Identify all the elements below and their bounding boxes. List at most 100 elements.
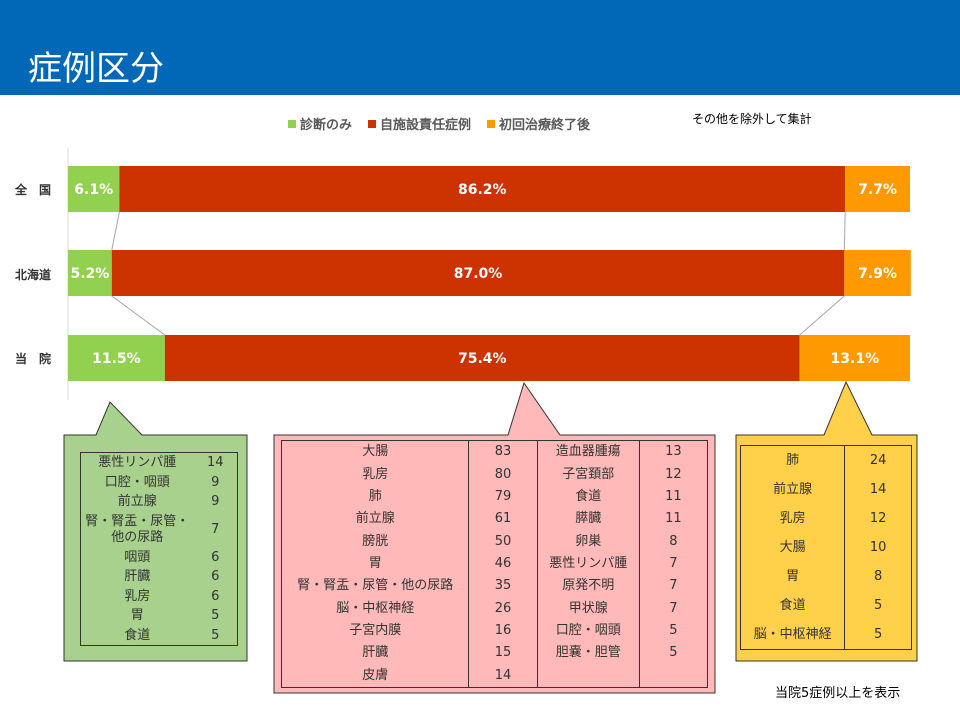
table-row: 肺 79 食道 11 [282,485,708,509]
table-cell: 5 [638,619,708,643]
bar-segment [119,166,846,212]
table-cell: 前立腺 [773,482,813,497]
table-cell: 造血器腫瘍 [536,440,640,464]
table-cell: 大腸 [779,540,806,555]
table-row: 脳・中枢神経 5 [741,620,912,650]
table-cell: 原発不明 [536,575,640,598]
table-cell: 26 [468,597,538,620]
table-cell: 7 [638,597,708,620]
table-cell: 食道 [779,598,806,613]
table-row: 悪性リンパ腫 14 [81,453,238,473]
orange-table: 肺 24 前立腺 14 乳房 12 大腸 10 胃 8 食道 5 脳・中枢神経 5 [740,445,912,650]
table-cell: 5 [638,642,708,665]
table-cell: 子宮頚部 [536,463,640,486]
note-text: その他を除外して集計 [692,112,812,126]
table-cell: 卵巣 [536,530,640,553]
data-label: 86.2% [458,182,507,198]
table-cell: 12 [638,463,708,486]
series-connector-line [111,211,120,251]
data-label: 75.4% [458,351,507,367]
table-row: 前立腺 9 [81,492,238,512]
table-cell: 膀胱 [362,533,389,549]
table-cell: 大腸 [362,444,389,460]
table-cell: 腎・腎盂・尿管・他の尿路 [297,578,454,594]
bar-segment [799,335,910,381]
table-cell: 8 [638,530,708,553]
table-cell: 7 [638,575,708,598]
table-row: 大腸 10 [741,533,912,562]
table-row: 前立腺 14 [741,475,912,504]
table-cell: 11 [638,508,708,531]
table-cell: 61 [468,508,538,531]
category-label: 当 院 [14,352,51,366]
table-cell: 12 [844,504,912,533]
table-cell: 甲状腺 [536,597,640,620]
series-connector-line [799,295,845,336]
table-row: 腎・腎盂・尿管・他の尿路 35 原発不明 7 [282,575,708,598]
pink-table: 大腸 83 造血器腫瘍 13 乳房 80 子宮頚部 12 肺 79 食道 11 前立腺 61 膵臓 11 膀胱 5… [281,440,708,688]
table-cell: 10 [844,533,912,562]
table-cell: 14 [206,455,224,470]
bar-segment [111,250,845,296]
table-cell: 50 [468,530,538,553]
table-cell: 食道 [124,627,151,643]
table-row: 肝臓 15 胆嚢・胆管 5 [282,642,708,665]
table-row: 乳房 6 [81,587,238,607]
table-cell: 肺 [368,488,382,504]
table-cell: 乳房 [779,511,806,526]
data-label: 13.1% [831,351,880,367]
table-cell: 脳・中枢神経 [753,627,832,642]
table-cell: 皮膚 [362,667,389,683]
table-cell [638,664,708,688]
table-cell: 7 [638,552,708,576]
table-cell: 5 [844,620,912,650]
table-row: 乳房 80 子宮頚部 12 [282,463,708,486]
table-row: 胃 46 悪性リンパ腫 7 [282,552,708,576]
table-cell [536,664,640,688]
table-cell: 悪性リンパ腫 [98,455,177,470]
table-cell: 8 [844,562,912,591]
table-cell: 乳房 [124,588,151,604]
footer-note: 当院5症例以上を表示 [775,686,901,701]
table-cell: 5 [211,608,220,623]
table-cell: 子宮内膜 [349,623,402,639]
table-cell: 83 [468,440,538,464]
table-row: 食道 5 [741,591,912,620]
table-cell: 14 [468,664,538,688]
table-row: 膀胱 50 卵巣 8 [282,530,708,553]
table-cell: 前立腺 [117,494,157,509]
category-label: 北海道 [14,268,51,282]
legend-swatch-icon [487,119,496,128]
table-cell: 5 [844,591,912,620]
legend-swatch-icon [288,119,296,128]
table-cell: 膵臓 [536,508,640,531]
table-row: 皮膚 14 [282,664,708,688]
table-row: 肝臓 6 [81,567,238,587]
data-label: 5.2% [70,266,109,282]
legend-label: 自施設責任症例 [380,118,472,133]
category-label: 全 国 [14,183,51,197]
table-cell: 9 [211,494,220,509]
table-cell: 胃 [368,555,382,571]
data-label: 87.0% [454,266,503,282]
table-cell: 6 [211,588,220,604]
legend-item: 診断のみ [288,114,352,133]
table-cell: 胆嚢・胆管 [536,642,640,665]
green-callout [63,401,248,662]
table-cell: 35 [468,575,538,598]
table-cell: 前立腺 [355,511,395,527]
table-cell: 肝臓 [124,569,151,584]
green-table: 悪性リンパ腫 14 口腔・咽頭 9 前立腺 9 腎・腎盂・尿管・他の尿路 7 咽頭 6 肝臓 6 乳房 6… [80,452,238,646]
table-row: 食道 5 [81,626,238,646]
table-cell: 15 [468,642,538,665]
table-row: 子宮内膜 16 口腔・咽頭 5 [282,619,708,643]
table-cell: 咽頭 [124,549,151,565]
table-cell: 46 [468,552,538,576]
bar-segment [844,250,911,296]
table-cell: 脳・中枢神経 [336,600,415,616]
legend-item: 初回治療終了後 [487,114,590,133]
series-connector-line [111,295,166,336]
table-cell: 24 [844,445,912,475]
series-connector-line [843,211,846,251]
